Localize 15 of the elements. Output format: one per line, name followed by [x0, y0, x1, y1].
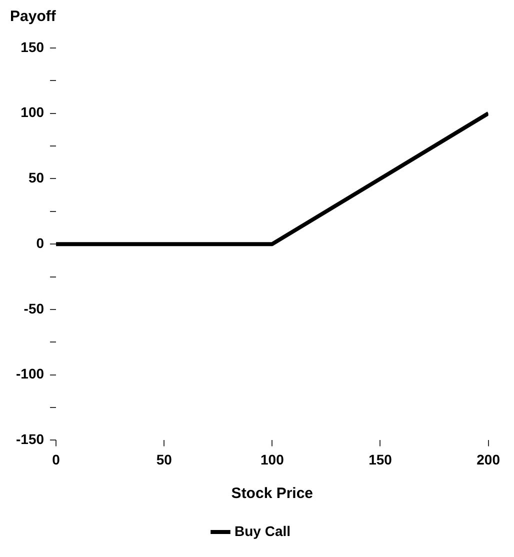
legend-label: Buy Call	[234, 522, 291, 539]
x-tick-label: 100	[260, 451, 284, 468]
x-tick-label: 0	[52, 451, 60, 468]
y-axis-title: Payoff	[10, 8, 56, 25]
y-tick-label: 150	[20, 38, 44, 55]
y-tick-label: 100	[20, 104, 44, 120]
x-axis-title: Stock Price	[231, 485, 314, 502]
y-tick-label: 50	[28, 170, 44, 186]
x-tick-label: 200	[476, 451, 500, 468]
x-tick-label: 150	[368, 451, 392, 468]
y-tick-label: -150	[16, 431, 44, 448]
y-tick-label: 0	[36, 234, 44, 251]
x-tick-label: 50	[156, 451, 172, 468]
y-tick-label: -50	[24, 300, 44, 316]
y-tick-label: -100	[16, 366, 44, 382]
